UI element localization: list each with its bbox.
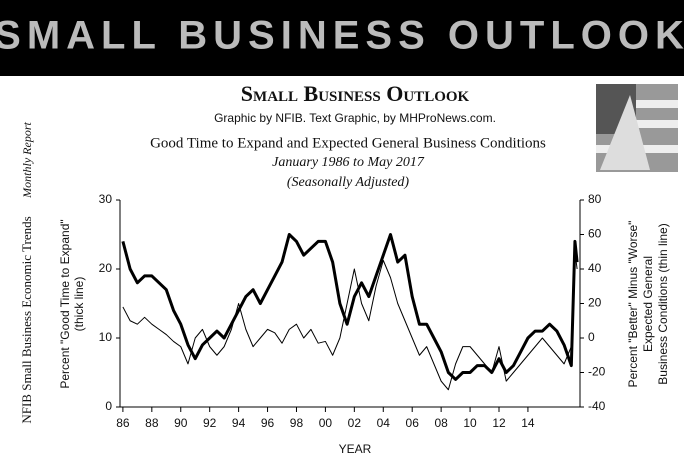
- y2-tick-label: -20: [588, 365, 606, 379]
- y-tick-label: 20: [99, 261, 113, 275]
- x-tick-label: 04: [377, 416, 391, 430]
- x-tick-label: 98: [290, 416, 304, 430]
- y-tick-label: 30: [99, 192, 113, 206]
- x-tick-label: 00: [319, 416, 333, 430]
- x-tick-label: 90: [174, 416, 188, 430]
- y-axis-label: (thick line): [72, 277, 86, 332]
- series-line: [122, 251, 578, 391]
- y-tick-label: 0: [105, 399, 112, 413]
- banner: [0, 0, 684, 76]
- x-axis-label: YEAR: [339, 442, 372, 456]
- y2-tick-label: 40: [588, 261, 602, 275]
- y2-tick-label: 60: [588, 227, 602, 241]
- flag: [596, 84, 678, 172]
- y2-tick-label: -40: [588, 399, 606, 413]
- chart-subtitle: January 1986 to May 2017: [272, 155, 425, 170]
- header-title: Small Business Outlook: [241, 81, 470, 106]
- x-tick-label: 96: [261, 416, 275, 430]
- x-tick-label: 94: [232, 416, 246, 430]
- banner-title: SMALL BUSINESS OUTLOOK: [0, 14, 684, 58]
- y2-axis-label: Percent "Better" Minus "Worse": [626, 221, 640, 388]
- x-tick-label: 08: [434, 416, 448, 430]
- x-tick-label: 14: [521, 416, 535, 430]
- side-report: NFIB Small Business Economic Trends: [19, 216, 34, 423]
- chart-note: (Seasonally Adjusted): [287, 175, 410, 190]
- x-tick-label: 02: [348, 416, 362, 430]
- x-tick-label: 12: [492, 416, 506, 430]
- y-tick-label: 10: [99, 330, 113, 344]
- y2-axis-label: Expected General: [641, 256, 655, 352]
- x-tick-label: 06: [406, 416, 420, 430]
- x-tick-label: 88: [145, 416, 159, 430]
- x-tick-label: 10: [463, 416, 477, 430]
- chart-title: Good Time to Expand and Expected General…: [150, 135, 546, 151]
- y-axis-label: Percent "Good Time to Expand": [58, 219, 72, 388]
- y2-tick-label: 20: [588, 296, 602, 310]
- credit: Graphic by NFIB. Text Graphic, by MHProN…: [214, 111, 496, 125]
- x-tick-label: 92: [203, 416, 217, 430]
- side-subtitle: Monthly Report: [20, 122, 34, 199]
- x-tick-label: 86: [116, 416, 130, 430]
- series-line: [121, 233, 579, 381]
- y2-axis-label: Business Conditions (thin line): [656, 223, 670, 384]
- y2-tick-label: 80: [588, 192, 602, 206]
- y2-tick-label: 0: [588, 330, 595, 344]
